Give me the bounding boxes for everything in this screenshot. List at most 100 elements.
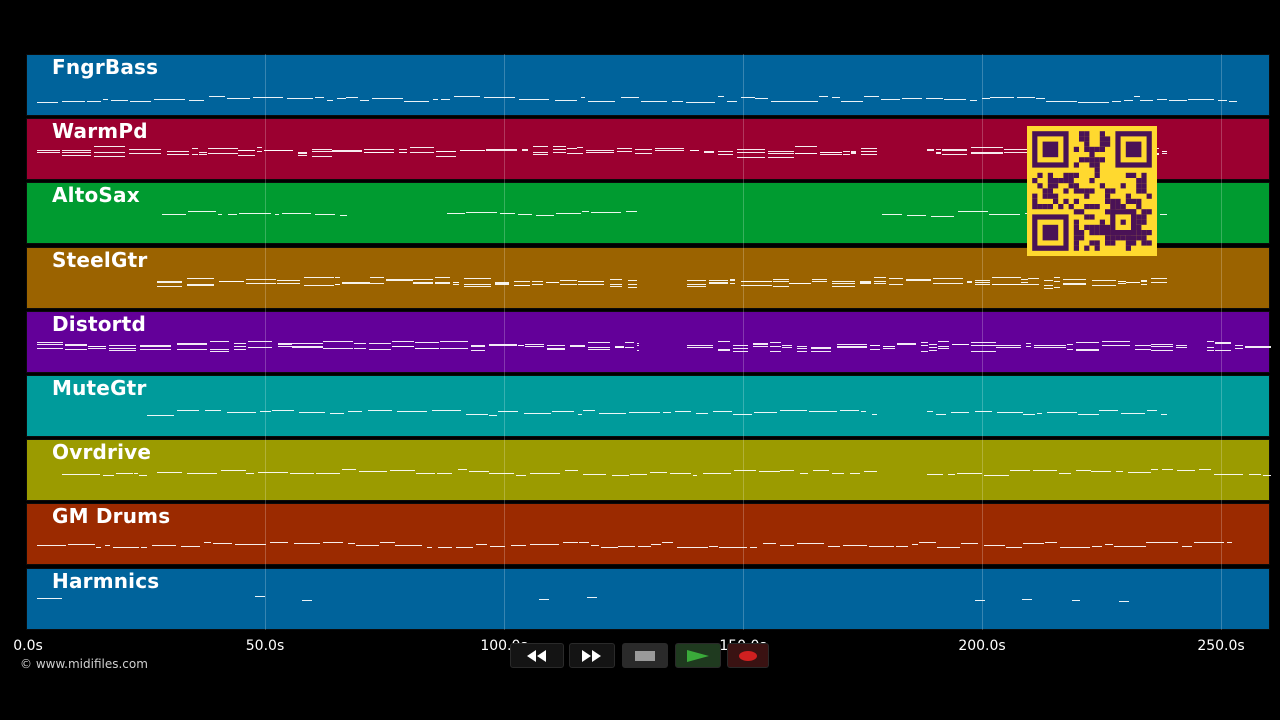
time-gridline xyxy=(743,54,744,630)
midi-note xyxy=(447,212,465,214)
midi-note xyxy=(302,599,312,601)
midi-note xyxy=(532,283,543,285)
midi-note xyxy=(901,97,922,99)
midi-note xyxy=(598,413,626,415)
midi-note xyxy=(1045,541,1057,543)
midi-note xyxy=(208,153,238,155)
track-ovrdrive[interactable]: Ovrdrive xyxy=(26,439,1271,502)
play-button[interactable] xyxy=(675,643,721,668)
midi-note xyxy=(841,101,863,103)
midi-note xyxy=(413,281,433,283)
midi-note xyxy=(762,543,776,545)
midi-note xyxy=(570,346,585,348)
midi-note xyxy=(1215,343,1231,345)
midi-note xyxy=(414,342,440,344)
midi-note xyxy=(1032,470,1057,472)
midi-note xyxy=(618,546,636,548)
midi-note xyxy=(522,149,529,151)
midi-note xyxy=(1215,342,1231,344)
midi-note xyxy=(966,280,972,282)
midi-note xyxy=(581,97,586,99)
midi-note xyxy=(692,474,698,476)
midi-note xyxy=(316,472,341,474)
track-mutegtr[interactable]: MuteGtr xyxy=(26,375,1270,437)
midi-note xyxy=(256,146,263,148)
midi-note xyxy=(552,151,567,153)
midi-note xyxy=(951,343,969,345)
rewind-icon xyxy=(527,649,546,662)
midi-note xyxy=(770,351,782,353)
track-name-label: WarmPd xyxy=(52,119,148,144)
midi-note xyxy=(157,472,182,474)
midi-note xyxy=(218,280,244,282)
midi-note xyxy=(1121,412,1145,414)
midi-note xyxy=(1045,100,1077,102)
midi-note xyxy=(836,344,867,346)
midi-note xyxy=(1177,469,1196,471)
midi-note xyxy=(753,342,768,344)
midi-note xyxy=(996,346,1021,348)
fast-forward-button[interactable] xyxy=(569,643,615,668)
rewind-button[interactable] xyxy=(510,643,564,668)
midi-note xyxy=(1092,545,1102,547)
midi-note xyxy=(1141,280,1147,282)
midi-note xyxy=(110,100,129,102)
midi-note xyxy=(475,544,488,546)
track-fngrbass[interactable]: FngrBass xyxy=(26,54,1270,116)
midi-note xyxy=(488,345,517,347)
midi-note xyxy=(426,546,433,548)
midi-note xyxy=(1034,346,1066,348)
midi-note xyxy=(459,149,485,151)
midi-note xyxy=(625,211,637,213)
midi-note xyxy=(337,98,347,100)
midi-note xyxy=(709,280,729,282)
midi-note xyxy=(470,344,485,346)
track-gm-drums[interactable]: GM Drums xyxy=(26,503,1270,566)
midi-note xyxy=(1248,474,1262,476)
midi-note xyxy=(435,150,456,152)
midi-note xyxy=(209,348,229,350)
midi-note xyxy=(436,473,453,475)
midi-note xyxy=(252,96,284,98)
midi-note xyxy=(581,210,589,212)
midi-note xyxy=(1128,471,1151,473)
midi-note xyxy=(928,346,937,348)
midi-note xyxy=(578,280,604,282)
midi-note xyxy=(687,284,707,286)
midi-note xyxy=(615,346,624,348)
midi-note xyxy=(297,155,307,157)
midi-note xyxy=(992,277,1021,279)
midi-note xyxy=(65,345,87,347)
midi-note xyxy=(354,342,367,344)
midi-note xyxy=(1047,411,1078,413)
track-steelgtr[interactable]: SteelGtr xyxy=(26,246,1270,309)
track-distortd[interactable]: Distortd xyxy=(26,310,1271,373)
time-gridline xyxy=(265,54,266,630)
midi-note xyxy=(768,156,794,158)
midi-note xyxy=(768,151,794,153)
midi-note xyxy=(1021,281,1028,283)
midi-note xyxy=(323,348,354,350)
track-name-label: Ovrdrive xyxy=(52,440,152,465)
midi-note xyxy=(37,597,62,599)
record-button[interactable] xyxy=(727,643,769,668)
midi-note xyxy=(369,348,392,350)
midi-note xyxy=(371,98,404,100)
midi-note xyxy=(246,473,254,475)
stop-button[interactable] xyxy=(622,643,668,668)
track-harmnics[interactable]: Harmnics xyxy=(26,567,1270,630)
midi-note xyxy=(874,276,887,278)
midi-note xyxy=(983,545,1005,547)
midi-note xyxy=(1161,152,1167,154)
midi-note xyxy=(468,471,489,473)
midi-note xyxy=(546,345,565,347)
midi-note xyxy=(95,546,102,548)
midi-note xyxy=(941,154,968,156)
midi-note xyxy=(1077,101,1109,103)
midi-note xyxy=(533,151,549,153)
midi-note xyxy=(811,351,832,353)
midi-note xyxy=(209,351,229,353)
midi-note xyxy=(794,146,817,148)
play-icon xyxy=(687,649,709,662)
midi-note xyxy=(1207,349,1215,351)
